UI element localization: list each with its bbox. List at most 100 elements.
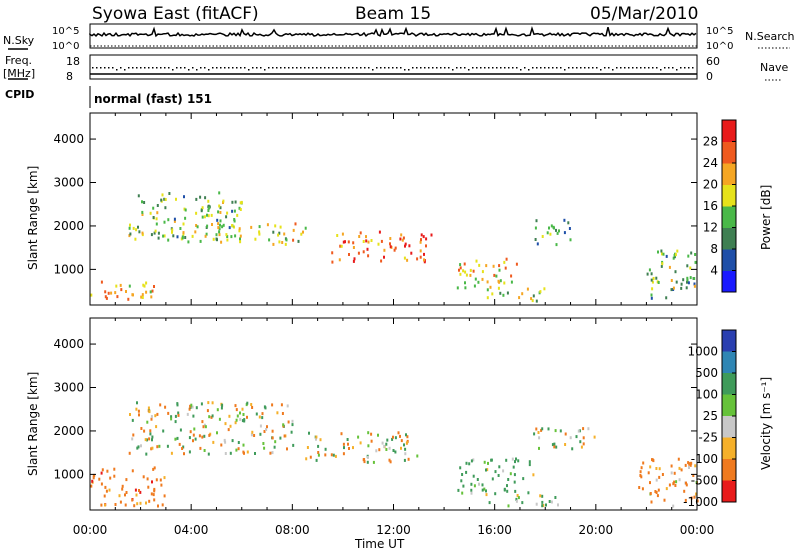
echo-cell [650,278,653,282]
echo-cell [261,412,264,416]
echo-cell [540,428,543,432]
colorbar-tick-label: 8 [710,242,718,256]
freq-point [100,67,102,69]
echo-cell [156,445,159,449]
echo-cell [515,262,518,266]
echo-cell [331,260,334,264]
freq-point [320,67,322,69]
echo-cell [161,193,164,197]
echo-cell [404,447,407,451]
colorbar-cell [722,394,736,417]
echo-cell [315,437,317,441]
echo-cell [563,231,566,235]
echo-cell [189,404,192,408]
echo-cell [233,218,236,221]
echo-cell [694,464,697,468]
freq-point [604,67,606,69]
echo-cell [259,432,262,436]
echo-cell [235,448,238,452]
echo-cell [157,504,159,508]
echo-cell [119,283,122,287]
echo-cell [101,468,104,472]
echo-cell [242,450,245,454]
freq-point [336,67,338,69]
echo-cell [388,458,391,462]
echo-cell [271,429,274,433]
echo-cell [253,434,256,437]
echo-cell [179,428,182,432]
echo-cell [673,254,676,257]
echo-cell [212,440,215,444]
echo-cell [420,238,422,242]
echo-cell [291,419,294,423]
y-tick-label: 2000 [53,219,84,233]
echo-cell [211,401,214,405]
echo-cell [279,436,282,440]
echo-cell [533,432,536,436]
echo-cell [657,281,660,284]
echo-cell [137,194,140,198]
freq-point [388,67,390,69]
echo-cell [665,487,668,491]
power-data-layer [90,191,697,303]
echo-cell [163,476,166,480]
echo-cell [201,215,204,219]
echo-cell [119,500,122,504]
echo-cell [179,227,182,230]
echo-cell [665,254,668,258]
echo-cell [160,198,163,202]
echo-cell [517,496,520,500]
echo-cell [506,291,509,295]
freq-point [496,67,498,69]
echo-cell [554,496,557,499]
freq-point [96,67,98,69]
freq-point [460,67,462,69]
echo-cell [226,238,229,242]
echo-cell [551,443,554,447]
freq-point [468,69,470,71]
echo-cell [148,410,151,414]
echo-cell [255,412,258,416]
echo-cell [156,211,159,215]
freq-point [536,67,538,69]
echo-cell [555,228,557,232]
freq-point [120,67,122,69]
echo-cell [135,228,138,232]
colorbar-cell [722,330,736,352]
echo-cell [684,463,687,467]
echo-cell [106,469,109,473]
colorbar-tick-label: -1000 [683,495,718,509]
echo-cell [246,415,248,419]
echo-cell [141,213,144,216]
echo-cell [486,288,489,292]
echo-cell [541,494,544,498]
echo-cell [238,229,241,233]
echo-cell [499,279,502,283]
freq-point [292,67,294,69]
date-title: 05/Mar/2010 [590,4,698,24]
echo-cell [239,417,242,421]
echo-cell [680,468,683,472]
echo-cell [651,287,654,291]
freq-point [668,67,670,69]
echo-cell [399,237,402,241]
echo-cell [219,206,222,210]
echo-cell [319,438,322,442]
echo-cell [380,239,383,243]
echo-cell [152,467,155,471]
echo-cell [498,465,501,469]
echo-cell [223,438,226,442]
echo-cell [502,469,505,473]
echo-cell [124,503,127,507]
echo-cell [491,292,494,296]
freq-point [624,67,626,69]
echo-cell [365,235,367,239]
freq-point [248,69,250,71]
echo-cell [282,423,285,427]
echo-cell [171,228,174,232]
echo-cell [178,442,181,446]
echo-cell [218,227,221,231]
echo-cell [399,434,401,438]
echo-cell [673,471,676,475]
echo-cell [278,231,281,235]
